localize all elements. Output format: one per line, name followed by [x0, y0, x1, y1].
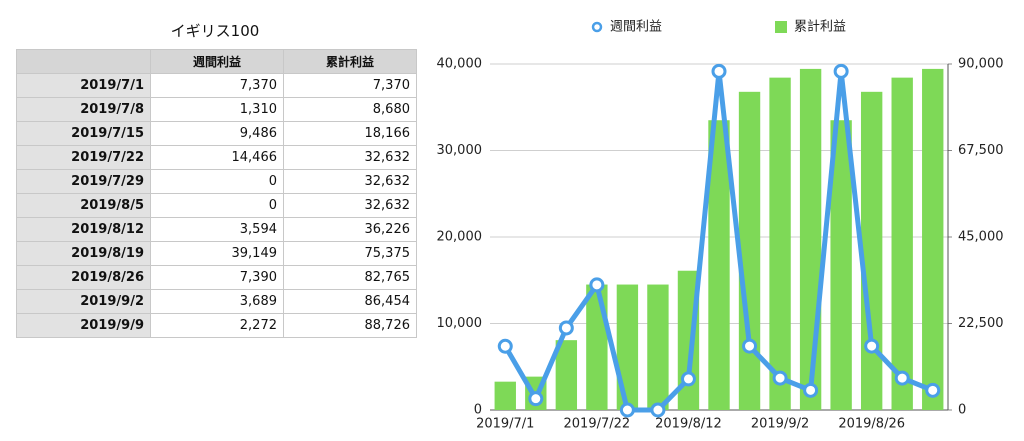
value-cell: 39,149 — [150, 241, 284, 266]
bar — [891, 77, 913, 411]
bar — [616, 284, 639, 410]
line-point — [772, 370, 788, 386]
y2-tick-label: 90,000 — [958, 57, 1004, 72]
x-tick-label: 2019/8/12 — [655, 417, 722, 432]
value-cell: 75,375 — [283, 241, 417, 266]
bar — [586, 284, 608, 410]
data-table: 週間利益 累計利益 2019/7/1 7,370 7,370 2019/7/8 1,310 8… — [16, 49, 417, 338]
table-row: 2019/9/9 2,272 88,726 — [16, 313, 417, 338]
bar — [799, 68, 822, 410]
line-point — [925, 382, 941, 398]
header-row: 週間利益 累計利益 — [16, 49, 417, 74]
table-row: 2019/7/29 0 32,632 — [16, 169, 417, 194]
table-row: 2019/8/26 7,390 82,765 — [16, 265, 417, 290]
line-point — [711, 63, 727, 79]
date-cell: 2019/7/8 — [16, 97, 151, 122]
x-tick-label: 2019/8/26 — [838, 417, 905, 432]
y2-tick-label: 67,500 — [958, 143, 1004, 158]
line-point — [803, 382, 819, 398]
line-point — [894, 370, 910, 386]
value-cell: 32,632 — [283, 169, 417, 194]
value-cell: 0 — [150, 169, 284, 194]
y-tick-label: 40,000 — [437, 57, 483, 72]
value-cell: 86,454 — [283, 289, 417, 314]
table-row: 2019/8/19 39,149 75,375 — [16, 241, 417, 266]
date-cell: 2019/9/9 — [16, 313, 151, 338]
legend-marker — [775, 21, 787, 33]
line-point — [558, 320, 574, 336]
table-row: 2019/7/15 9,486 18,166 — [16, 121, 417, 146]
date-cell: 2019/7/29 — [16, 169, 151, 194]
value-cell: 7,370 — [283, 73, 417, 98]
y-tick-label: 20,000 — [437, 230, 483, 245]
table-row: 2019/8/12 3,594 36,226 — [16, 217, 417, 242]
bar — [860, 91, 883, 411]
line-point — [864, 338, 880, 354]
line-point — [589, 277, 605, 293]
y-tick-label: 0 — [474, 403, 482, 418]
legend-label: 週間利益 — [610, 20, 662, 35]
value-cell: 32,632 — [283, 145, 417, 170]
date-cell: 2019/7/22 — [16, 145, 151, 170]
bar — [830, 120, 852, 410]
line-point — [742, 338, 758, 354]
date-cell: 2019/8/5 — [16, 193, 151, 218]
legend-marker — [591, 21, 603, 33]
value-cell: 1,310 — [150, 97, 284, 122]
y2-tick-label: 45,000 — [958, 230, 1004, 245]
date-cell: 2019/8/12 — [16, 217, 151, 242]
table-row: 2019/8/5 0 32,632 — [16, 193, 417, 218]
bar — [555, 340, 578, 410]
value-cell: 14,466 — [150, 145, 284, 170]
y-tick-label: 30,000 — [437, 143, 483, 158]
bar — [922, 68, 944, 410]
value-cell: 2,272 — [150, 313, 284, 338]
table-row: 2019/7/22 14,466 32,632 — [16, 145, 417, 170]
y2-tick-label: 22,500 — [958, 316, 1004, 331]
value-cell: 7,370 — [150, 73, 284, 98]
x-tick-label: 2019/7/22 — [564, 417, 631, 432]
line-point — [650, 402, 666, 418]
table-row: 2019/7/8 1,310 8,680 — [16, 97, 417, 122]
bar — [769, 77, 791, 411]
y-tick-label: 10,000 — [437, 316, 483, 331]
y2-tick-label: 0 — [958, 403, 966, 418]
line-point — [680, 371, 696, 387]
date-cell: 2019/7/15 — [16, 121, 151, 146]
x-tick-label: 2019/7/1 — [476, 417, 534, 432]
table-title: イギリス100 — [170, 22, 260, 40]
date-cell: 2019/8/19 — [16, 241, 151, 266]
x-tick-label: 2019/9/2 — [751, 417, 809, 432]
table-row: 2019/7/1 7,370 7,370 — [16, 73, 417, 98]
date-cell: 2019/8/26 — [16, 265, 151, 290]
date-cell: 2019/7/1 — [16, 73, 151, 98]
bar — [494, 381, 516, 410]
value-cell: 36,226 — [283, 217, 417, 242]
bar — [647, 284, 669, 410]
value-cell: 88,726 — [283, 313, 417, 338]
line-point — [497, 338, 513, 354]
table-row: 2019/9/2 3,689 86,454 — [16, 289, 417, 314]
value-cell: 3,594 — [150, 217, 284, 242]
line-point — [528, 391, 544, 407]
line-point — [833, 63, 849, 79]
line-point — [619, 402, 635, 418]
bar — [708, 120, 730, 410]
date-cell: 2019/9/2 — [16, 289, 151, 314]
value-cell: 18,166 — [283, 121, 417, 146]
bar — [738, 91, 761, 411]
legend-label: 累計利益 — [794, 19, 846, 35]
value-cell: 9,486 — [150, 121, 284, 146]
